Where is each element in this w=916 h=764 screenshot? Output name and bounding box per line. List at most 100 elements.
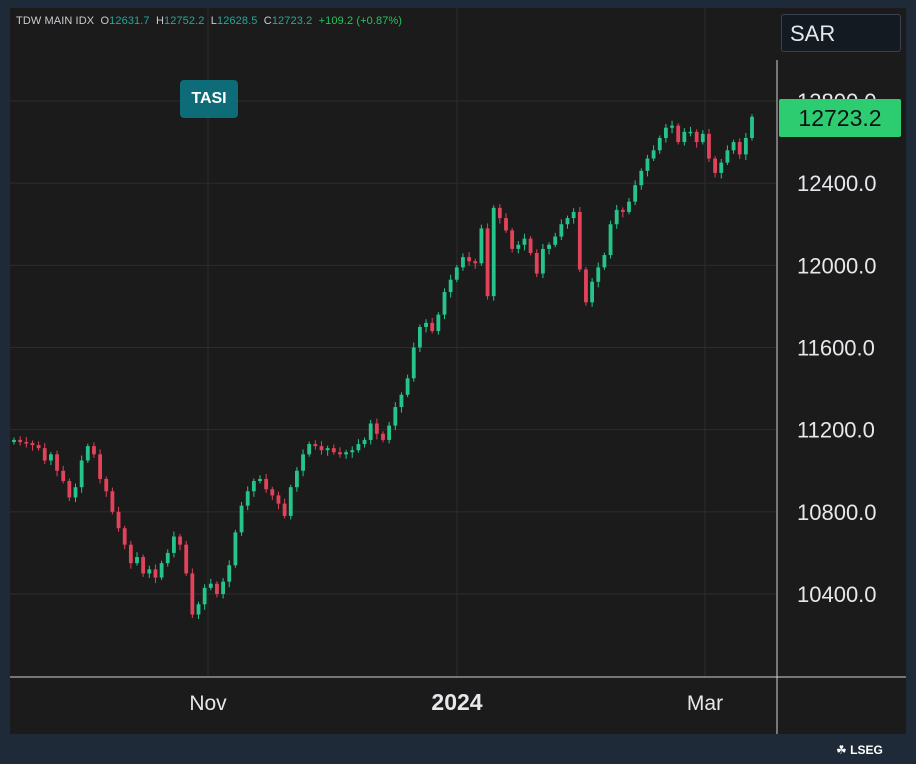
candle xyxy=(700,130,705,145)
candle-body-down xyxy=(707,133,711,159)
candle-body-up xyxy=(147,569,152,574)
candle-body-down xyxy=(67,481,72,498)
series-badge[interactable]: TASI xyxy=(180,80,238,118)
x-tick-label: Nov xyxy=(189,692,227,715)
candle xyxy=(122,525,127,550)
candle-body-up xyxy=(48,454,53,461)
candle-body-down xyxy=(338,452,342,455)
candle xyxy=(620,207,625,218)
candle xyxy=(98,449,103,484)
candle-body-down xyxy=(24,441,29,444)
candle xyxy=(368,419,373,445)
candle xyxy=(128,541,133,569)
candle xyxy=(239,501,244,536)
y-tick-label: 10800.0 xyxy=(797,500,877,525)
candle xyxy=(350,446,355,458)
brand-name: LSEG xyxy=(850,743,883,757)
high-key: H xyxy=(155,15,164,27)
candle xyxy=(24,437,29,448)
candle xyxy=(12,437,16,445)
candle-body-up xyxy=(202,587,207,605)
candle-body-down xyxy=(18,439,23,442)
candle-body-up xyxy=(294,470,299,488)
candle xyxy=(104,476,109,497)
candle xyxy=(559,219,564,241)
candle-body-down xyxy=(104,478,109,492)
candle xyxy=(467,252,472,266)
candle-body-up xyxy=(442,292,447,315)
candle-body-down xyxy=(215,583,219,594)
candle-body-down xyxy=(430,322,435,332)
candle xyxy=(208,578,213,591)
candle-body-up xyxy=(245,491,250,506)
candle xyxy=(411,342,416,382)
candle xyxy=(504,213,508,233)
candle xyxy=(338,447,342,458)
candle-body-down xyxy=(178,536,182,545)
candle-body-down xyxy=(153,569,158,578)
candle-body-up xyxy=(743,137,748,155)
candle-body-up xyxy=(663,127,668,138)
candle xyxy=(116,506,121,532)
symbol-name: TDW MAIN IDX xyxy=(16,15,95,27)
candle xyxy=(540,243,545,279)
candle-body-up xyxy=(307,444,312,455)
candle xyxy=(713,156,718,178)
candle-body-up xyxy=(436,314,441,332)
candle xyxy=(61,465,66,484)
grid-layer xyxy=(10,8,777,677)
candle xyxy=(245,486,250,511)
candle xyxy=(147,565,152,578)
candle xyxy=(331,444,336,455)
candle xyxy=(590,278,595,307)
candle xyxy=(42,443,47,464)
candle-body-up xyxy=(547,244,551,249)
candle xyxy=(510,227,515,253)
candle-body-down xyxy=(510,230,515,249)
candle xyxy=(627,197,631,215)
candle xyxy=(362,437,367,448)
candle-body-up xyxy=(633,185,638,202)
candle-body-up xyxy=(393,407,398,426)
candle xyxy=(448,274,453,298)
candle xyxy=(381,431,385,443)
candle-body-down xyxy=(141,557,146,574)
candle xyxy=(454,264,459,283)
candle xyxy=(325,445,330,456)
candle xyxy=(639,168,644,190)
candle-body-up xyxy=(73,487,78,498)
candle xyxy=(178,534,182,551)
candle xyxy=(55,450,59,477)
candle-body-down xyxy=(577,211,582,270)
currency-selector[interactable]: SAR xyxy=(781,14,901,52)
open-value: 12631.7 xyxy=(109,15,150,27)
candle-body-down xyxy=(313,444,318,447)
candle xyxy=(614,204,619,229)
candle xyxy=(584,266,588,306)
candle-body-down xyxy=(184,544,189,574)
candle-body-up xyxy=(79,460,84,488)
candle-body-up xyxy=(135,557,139,564)
close-key: C xyxy=(263,15,272,27)
candle xyxy=(430,317,435,334)
candle xyxy=(85,443,90,463)
candle-body-up xyxy=(479,228,484,264)
candle xyxy=(36,441,41,451)
candle xyxy=(374,418,379,440)
x-tick-label: 2024 xyxy=(431,689,482,715)
candles-layer xyxy=(12,114,754,620)
candle xyxy=(657,135,662,154)
candle-body-down xyxy=(190,573,195,615)
candle-body-up xyxy=(565,218,570,225)
candle-body-up xyxy=(424,322,428,327)
candle-body-down xyxy=(473,261,478,264)
candle xyxy=(202,584,207,610)
candle xyxy=(190,568,195,619)
candle-body-down xyxy=(61,470,66,482)
candle-body-down xyxy=(30,443,35,446)
candle-body-up xyxy=(590,281,595,303)
candle-body-down xyxy=(676,125,681,143)
candle xyxy=(393,402,398,431)
candle xyxy=(577,206,582,272)
candle-body-up xyxy=(596,267,601,282)
